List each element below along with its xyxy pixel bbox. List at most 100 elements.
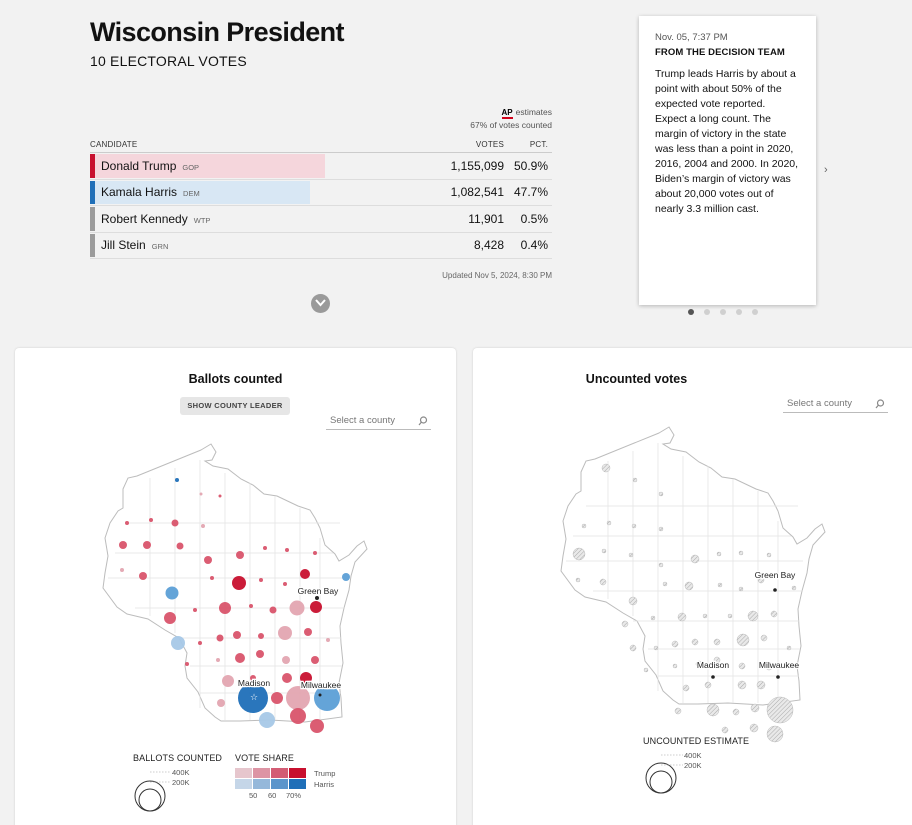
city-label-madison: Madison [697,660,729,670]
county-vote-bubble [119,541,127,549]
uncounted-vote-bubble [704,681,712,689]
uncounted-vote-bubble [749,723,759,733]
city-label-green-bay: Green Bay [298,586,339,596]
search-icon [875,399,885,409]
search-placeholder: Select a county [787,398,852,409]
expand-results-button[interactable] [311,294,330,313]
county-vote-bubble [310,719,324,733]
vote-pct: 0.5% [520,211,548,226]
city-label-madison: Madison [238,678,270,688]
county-vote-bubble [263,546,267,550]
party-color-bar [90,154,95,178]
party-label: GOP [182,162,200,172]
uncounted-vote-bubble [691,638,699,646]
county-search-input[interactable]: Select a county [326,413,431,430]
county-vote-bubble [282,673,292,683]
city-marker-madison [711,675,715,679]
uncounted-vote-bubble [786,645,792,651]
uncounted-vote-bubble [658,526,664,532]
county-vote-bubble [143,541,151,549]
ap-logo: AP [501,108,513,119]
chevron-right-icon[interactable]: › [824,164,828,176]
legend-swatch-harris [253,779,270,789]
legend-size-circle-small [138,788,162,812]
uncounted-vote-bubble [791,585,797,591]
uncounted-vote-bubble [713,638,721,646]
carousel-dot[interactable] [688,309,694,315]
uncounted-vote-bubble [643,667,649,673]
uncounted-vote-bubble [599,578,607,586]
county-vote-bubble [300,569,310,579]
county-search-input[interactable]: Select a county [783,396,888,413]
uncounted-vote-bubble [690,554,700,564]
candidate-row: Donald Trump GOP 1,155,099 50.9% [90,153,552,180]
county-vote-bubble [139,572,147,580]
carousel-dot[interactable] [752,309,758,315]
vote-pct: 47.7% [513,185,548,200]
uncounted-vote-bubble [713,656,721,664]
county-vote-bubble [342,573,350,581]
county-vote-bubble [313,551,317,555]
county-vote-bubble [236,551,244,559]
updated-timestamp: Updated Nov 5, 2024, 8:30 PM [442,271,552,280]
county-vote-bubble [232,576,246,590]
city-label-milwaukee: Milwaukee [301,680,341,690]
uncounted-vote-bubble [601,463,611,473]
legend-swatch-trump [235,768,252,778]
county-vote-bubble [218,494,222,498]
candidate-name: Donald Trump GOP [90,159,404,173]
legend-size-small: 200K [684,761,702,770]
legend-graphics [134,768,306,812]
show-county-leader-button[interactable]: SHOW COUNTY LEADER [180,397,290,415]
party-color-bar [90,180,95,204]
uncounted-vote-bubble [738,550,744,556]
party-label: WTP [193,215,211,225]
county-vote-bubble [199,492,203,496]
vote-share-fill [90,180,311,204]
legend-size-circle-small [649,770,673,794]
county-vote-bubble [201,524,205,528]
uncounted-vote-bubble [695,660,703,668]
vote-count: 8,428 [473,238,504,253]
county-vote-bubble [176,542,184,550]
uncounted-vote-bubble [760,634,768,642]
county-vote-bubble [285,548,289,552]
ballots-counted-map[interactable]: ☆ Green Bay Madison Milwaukee [15,348,456,825]
legend-swatch-harris [235,779,252,789]
county-vote-bubble [216,634,224,642]
county-vote-bubble [269,606,277,614]
legend-tick-70: 70% [286,791,302,800]
uncounted-votes-panel: Uncounted votes Select a county Green Ba… [473,348,912,825]
carousel-dot[interactable] [736,309,742,315]
uncounted-vote-bubble [766,696,794,724]
uncounted-vote-bubble [606,520,612,526]
uncounted-vote-bubble [738,586,744,592]
uncounted-vote-bubble [732,708,740,716]
uncounted-vote-bubble [757,576,765,584]
county-vote-bubble [258,633,264,639]
city-label-milwaukee: Milwaukee [759,660,799,670]
county-vote-bubble [233,631,241,639]
county-vote-bubble [304,628,312,636]
uncounted-vote-bubble [671,640,679,648]
state-outline [560,426,826,706]
legend-swatch-trump [253,768,270,778]
ap-estimate-note: AP estimates 67% of votes counted [470,106,552,131]
carousel-dot[interactable] [704,309,710,315]
uncounted-vote-bubble [629,644,637,652]
uncounted-votes-map[interactable]: Green Bay Madison Milwaukee [473,348,912,825]
county-vote-bubble [120,568,124,572]
uncounted-vote-bubble [702,613,708,619]
legend-size-large: 400K [684,751,702,760]
county-vote-bubble [278,626,292,640]
electoral-votes: 10 ELECTORAL VOTES [90,53,247,69]
county-vote-bubble [185,662,189,666]
uncounted-vote-bubble [674,707,682,715]
uncounted-vote-bubble [684,581,694,591]
county-vote-bubble [289,600,305,616]
uncounted-vote-bubble [716,551,722,557]
county-vote-bubble [164,612,176,624]
uncounted-vote-bubble [736,633,750,647]
col-candidate: CANDIDATE [90,140,138,149]
carousel-dot[interactable] [720,309,726,315]
